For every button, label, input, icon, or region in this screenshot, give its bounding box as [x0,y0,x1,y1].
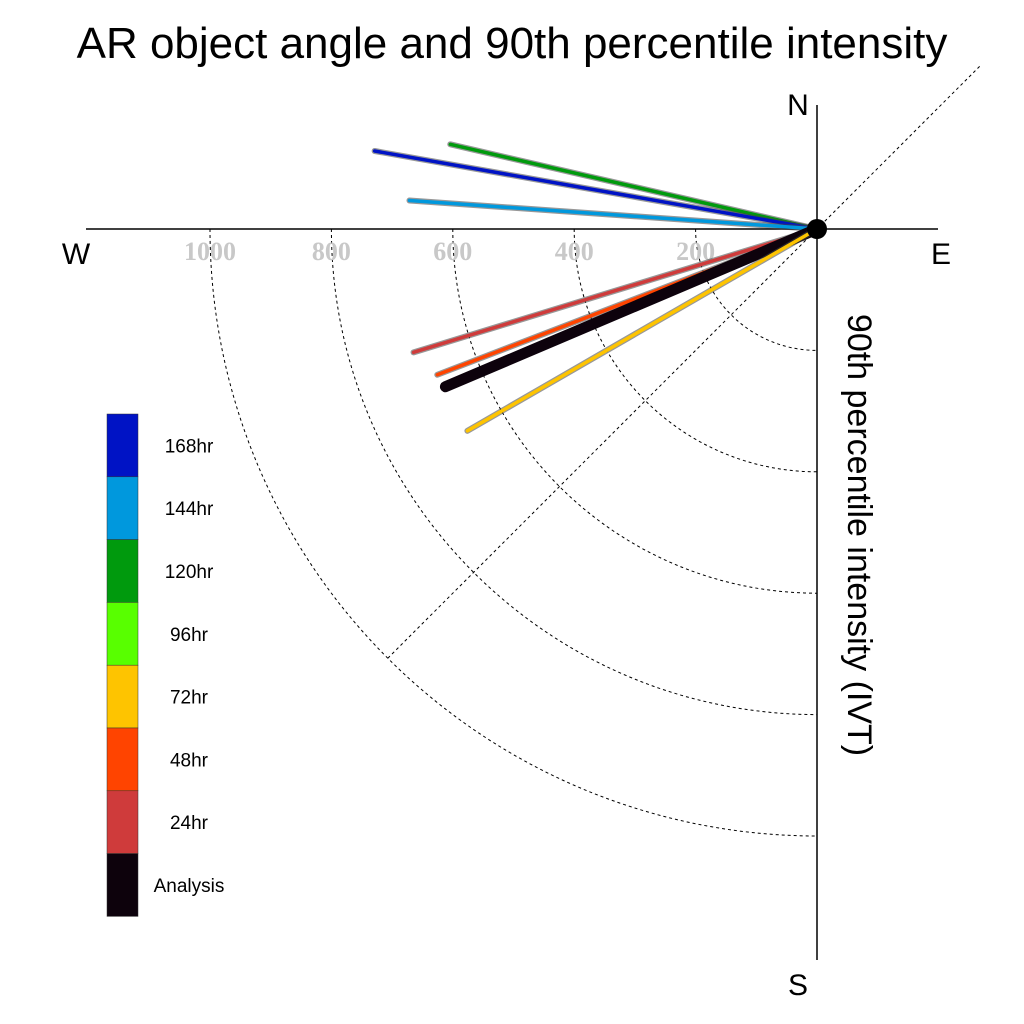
ring-tick-label: 1000 [184,237,236,266]
legend-label: Analysis [154,876,225,897]
angle-vectors [371,141,823,434]
vector-24hr [411,227,819,355]
compass-east-label: E [931,238,951,271]
ring-tick-label: 600 [433,237,472,266]
legend-swatch-24hr [106,790,139,854]
legend-swatch-96hr [106,602,139,666]
vector-120hr [448,142,819,231]
compass-north-label: N [787,89,809,122]
legend-swatch-72hr [106,664,139,729]
diagonal-reference-line [387,64,982,659]
ring-600 [452,228,818,594]
vector-168hr [372,149,819,231]
compass-south-label: S [788,969,808,1002]
compass-west-label: W [62,238,91,271]
ring-200 [695,228,818,351]
legend-swatch-168hr [106,413,139,478]
ring-tick-label: 800 [312,237,351,266]
legend-label: 144hr [165,499,214,520]
color-legend: 168hr 144hr 120hr 96hr 72hr 48hr 24hr Analysis [106,413,225,917]
legend-label: 96hr [170,625,209,646]
legend-label: 72hr [170,688,209,709]
legend-swatch-120hr [106,539,139,603]
legend-label: 168hr [165,436,214,457]
intensity-axis-label: 90th percentile intensity (IVT) [840,314,878,756]
ring-tick-labels: 1000 800 600 400 200 [184,237,715,266]
ring-400 [573,228,818,473]
legend-swatch-48hr [106,727,139,792]
vector-outline-analysis [439,223,823,393]
vector-72hr [465,227,819,433]
legend-swatch-144hr [106,476,139,540]
legend-label: 24hr [170,813,209,834]
chart-title: AR object angle and 90th percentile inte… [77,19,948,68]
origin-marker [807,219,827,239]
vector-144hr [407,198,819,231]
ring-800 [330,228,818,716]
polar-grid [209,64,982,837]
legend-swatch-analysis [106,853,139,917]
legend-label: 120hr [165,562,214,583]
ring-tick-label: 400 [555,237,594,266]
legend-label: 48hr [170,750,209,771]
